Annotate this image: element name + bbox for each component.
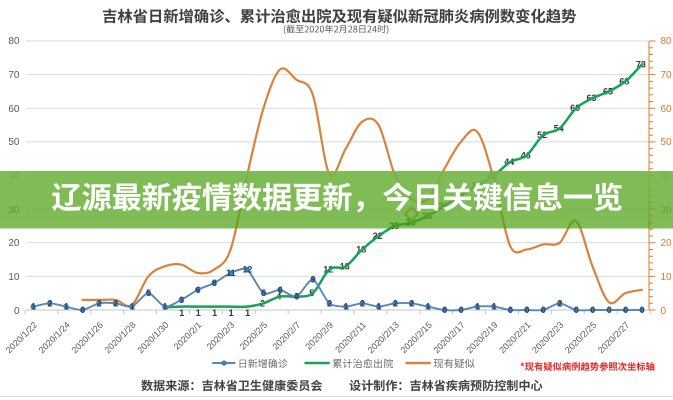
svg-text:5: 5 xyxy=(146,288,151,298)
svg-text:0: 0 xyxy=(508,305,513,315)
svg-text:2: 2 xyxy=(557,298,562,308)
svg-text:10: 10 xyxy=(661,272,673,283)
svg-text:20: 20 xyxy=(661,238,673,249)
svg-text:1: 1 xyxy=(376,302,381,312)
svg-text:1: 1 xyxy=(344,302,349,312)
svg-text:10: 10 xyxy=(8,272,20,283)
svg-text:9: 9 xyxy=(311,275,316,285)
svg-text:2: 2 xyxy=(97,298,102,308)
svg-text:60: 60 xyxy=(8,104,20,115)
svg-text:0: 0 xyxy=(442,305,447,315)
svg-text:0: 0 xyxy=(640,305,645,315)
svg-text:12: 12 xyxy=(242,265,252,275)
svg-text:50: 50 xyxy=(661,137,673,148)
svg-text:0: 0 xyxy=(541,305,546,315)
svg-text:20: 20 xyxy=(8,238,20,249)
svg-text:80: 80 xyxy=(661,36,673,47)
svg-text:1: 1 xyxy=(64,302,69,312)
svg-text:60: 60 xyxy=(661,104,673,115)
svg-text:1: 1 xyxy=(179,308,184,318)
svg-text:2: 2 xyxy=(327,298,332,308)
svg-text:80: 80 xyxy=(8,36,20,47)
svg-text:0: 0 xyxy=(590,305,595,315)
svg-text:1: 1 xyxy=(130,302,135,312)
svg-text:0: 0 xyxy=(14,306,20,317)
svg-text:1: 1 xyxy=(212,308,217,318)
svg-text:1: 1 xyxy=(492,302,497,312)
svg-text:0: 0 xyxy=(524,305,529,315)
svg-text:1: 1 xyxy=(196,308,201,318)
svg-text:2: 2 xyxy=(393,298,398,308)
svg-text:3: 3 xyxy=(179,295,184,305)
svg-text:1: 1 xyxy=(31,302,36,312)
svg-text:70: 70 xyxy=(8,70,20,81)
svg-text:0: 0 xyxy=(607,305,612,315)
svg-text:6: 6 xyxy=(195,285,200,295)
svg-text:0: 0 xyxy=(623,305,628,315)
svg-text:1: 1 xyxy=(426,302,431,312)
svg-text:50: 50 xyxy=(8,137,20,148)
svg-text:1: 1 xyxy=(475,302,480,312)
svg-text:2: 2 xyxy=(47,298,52,308)
svg-text:11: 11 xyxy=(226,268,236,278)
svg-text:8: 8 xyxy=(212,278,217,288)
svg-text:6: 6 xyxy=(278,285,283,295)
svg-text:0: 0 xyxy=(574,305,579,315)
svg-text:1: 1 xyxy=(163,302,168,312)
svg-text:0: 0 xyxy=(80,305,85,315)
svg-text:2: 2 xyxy=(360,298,365,308)
svg-text:4: 4 xyxy=(294,292,299,302)
svg-text:2: 2 xyxy=(409,298,414,308)
svg-text:2: 2 xyxy=(113,298,118,308)
svg-text:0: 0 xyxy=(661,306,667,317)
svg-text:5: 5 xyxy=(261,288,266,298)
svg-text:1: 1 xyxy=(229,308,234,318)
svg-text:0: 0 xyxy=(459,305,464,315)
svg-text:1: 1 xyxy=(245,308,250,318)
svg-text:70: 70 xyxy=(661,70,673,81)
